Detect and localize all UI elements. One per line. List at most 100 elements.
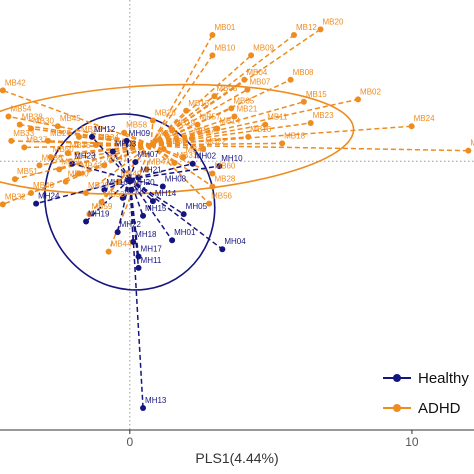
label-mb30: MB30	[33, 117, 54, 126]
label-mb05: MB05	[233, 96, 254, 105]
spoke-mh04	[129, 178, 223, 250]
label-mb13: MB13	[188, 99, 209, 108]
label-mb09: MB09	[253, 43, 274, 52]
label-mh05: MH05	[186, 202, 208, 211]
point-mb56	[206, 200, 213, 207]
label-mb35: MB35	[70, 141, 91, 150]
point-mb08	[287, 76, 294, 83]
point-mb26	[149, 117, 156, 124]
label-mh08: MH08	[165, 174, 187, 183]
spoke-mb18	[150, 142, 283, 146]
spoke-mb06	[150, 144, 469, 152]
point-mh14	[149, 198, 156, 205]
point-mh05	[180, 211, 187, 218]
label-mb14: MB14	[219, 117, 240, 126]
point-mb03	[211, 93, 218, 100]
spoke-mb31	[150, 144, 175, 164]
spoke-mb12	[150, 34, 295, 146]
label-mb36: MB36	[42, 153, 63, 162]
label-mb08: MB08	[293, 68, 314, 77]
spoke-mh01	[129, 178, 173, 241]
spoke-mb22	[150, 144, 204, 150]
label-mb47: MB47	[149, 157, 170, 166]
spoke-mb48	[150, 144, 184, 158]
label-mb41: MB41	[106, 153, 127, 162]
point-mh07	[132, 159, 139, 166]
point-mb04	[241, 76, 248, 83]
spoke-mb56	[150, 144, 210, 205]
label-mb33: MB33	[13, 129, 34, 138]
point-mb35	[64, 150, 71, 157]
confidence-ellipses	[0, 83, 355, 291]
point-mb34	[92, 141, 99, 148]
spoke-mh10	[129, 165, 220, 180]
label-mh18: MH18	[135, 230, 157, 239]
point-mb23	[307, 119, 314, 126]
label-mb48: MB48	[185, 145, 206, 154]
label-mh02: MH02	[195, 152, 217, 161]
x-tick-label-0: 0	[126, 435, 133, 449]
healthy-centroid	[127, 176, 133, 182]
label-mb16: MB16	[250, 125, 271, 134]
label-mb21: MB21	[236, 104, 257, 113]
spoke-mb15	[150, 101, 305, 146]
point-mb57	[194, 121, 201, 128]
spoke-mh15	[129, 178, 144, 217]
point-mb44	[105, 248, 112, 255]
label-mb38: MB38	[22, 113, 43, 122]
spoke-mh08	[129, 178, 163, 188]
label-mb44: MB44	[111, 240, 132, 249]
label-mb25: MB25	[81, 125, 102, 134]
point-mb58	[121, 129, 128, 136]
point-mh17	[135, 253, 142, 260]
adhd-centroid	[148, 142, 154, 148]
label-mh13: MH13	[145, 396, 167, 405]
label-mb58: MB58	[126, 121, 147, 130]
label-mb12: MB12	[296, 23, 317, 32]
spoke-mb51	[14, 144, 152, 180]
spoke-mh07	[129, 161, 137, 180]
point-mb31	[171, 159, 178, 166]
label-mh01: MH01	[174, 228, 196, 237]
point-mh19	[83, 218, 90, 225]
point-mb32	[0, 201, 6, 208]
point-mb06	[465, 147, 472, 154]
point-mh09	[123, 137, 130, 144]
point-mb01	[209, 32, 216, 39]
spoke-mh09	[125, 140, 131, 180]
label-mh10: MH10	[221, 154, 243, 163]
spoke-mh23	[72, 162, 130, 180]
point-mb55	[56, 166, 63, 173]
x-axis-title: PLS1(4.44%)	[195, 450, 278, 466]
point-mh02	[189, 160, 196, 167]
spoke-mb02	[150, 98, 359, 146]
point-mb25	[76, 133, 82, 140]
reference-lines	[0, 0, 474, 430]
label-mb24: MB24	[414, 114, 435, 123]
point-mb13	[183, 107, 190, 114]
x-axis: 0 10	[0, 429, 474, 449]
label-mh06: MH06	[125, 186, 147, 195]
label-mh24: MH24	[38, 192, 60, 201]
label-mh15: MH15	[145, 204, 167, 213]
point-mb46	[28, 190, 35, 197]
label-mb53: MB53	[157, 129, 178, 138]
spoke-mb01	[150, 34, 214, 146]
label-mb54: MB54	[10, 104, 31, 113]
point-mb48	[180, 154, 187, 161]
point-mh08	[159, 183, 166, 190]
point-mb05	[228, 105, 235, 112]
point-mb49	[115, 178, 122, 185]
label-mh23: MH23	[74, 152, 96, 161]
sample-points	[0, 26, 472, 412]
point-mb41	[101, 162, 108, 169]
label-mh03: MH03	[115, 139, 137, 148]
label-mb46: MB46	[33, 181, 54, 190]
spoke-mh19	[85, 178, 131, 223]
spoke-mb21	[150, 115, 235, 146]
label-mb07: MB07	[249, 78, 270, 87]
spoke-mb44	[107, 144, 152, 252]
point-mb10	[209, 52, 216, 59]
point-mb17	[188, 135, 195, 142]
